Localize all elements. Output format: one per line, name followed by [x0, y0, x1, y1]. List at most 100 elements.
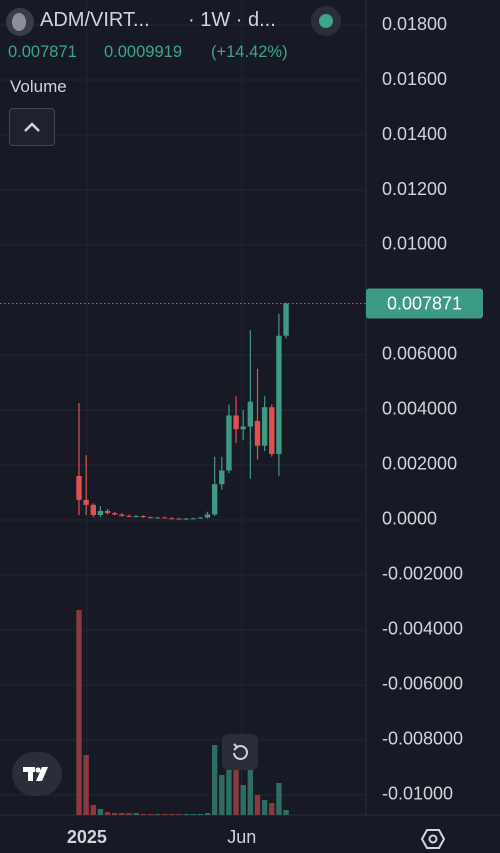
collapse-button[interactable] — [9, 108, 55, 146]
reset-button[interactable] — [222, 734, 258, 770]
volume-bar — [254, 795, 261, 815]
y-tick-label: 0.01000 — [382, 234, 447, 254]
candle-body — [83, 499, 89, 505]
y-tick-label: -0.006000 — [382, 674, 463, 694]
reset-icon — [233, 743, 248, 760]
y-tick-label: 0.006000 — [382, 344, 457, 364]
candle-body — [169, 518, 175, 520]
volume-legend: Volume — [10, 77, 67, 96]
volume-bar — [176, 814, 182, 815]
volume-bar — [261, 800, 268, 815]
candle-body — [140, 516, 146, 518]
volume-bar — [269, 803, 275, 815]
volume-series — [76, 610, 289, 815]
volume-bar — [154, 814, 161, 815]
y-tick-label: 0.01800 — [382, 14, 447, 34]
avatar-figure — [12, 13, 26, 31]
candle-body — [154, 517, 161, 519]
volume-bar — [211, 745, 218, 815]
volume-bar — [226, 755, 232, 815]
volume-bar — [76, 610, 82, 815]
candle-body — [76, 475, 82, 500]
y-tick-label: 0.0000 — [382, 509, 437, 529]
status-dot — [319, 14, 333, 28]
x-tick-label: 2025 — [67, 827, 107, 847]
market-status[interactable] — [311, 6, 341, 36]
legend-change: 0.0009919 — [104, 43, 182, 61]
volume-bar — [219, 775, 225, 815]
y-tick-label: -0.008000 — [382, 729, 463, 749]
candle-body — [133, 516, 139, 518]
candle-body — [247, 401, 254, 427]
volume-bar — [169, 814, 175, 815]
volume-bar — [276, 783, 282, 815]
volume-bar — [133, 813, 139, 815]
candle-series — [76, 302, 289, 520]
x-tick-label: Jun — [227, 827, 256, 847]
settings-icon — [420, 829, 446, 849]
candle-body — [240, 426, 246, 430]
candle-body — [269, 407, 275, 454]
candle-body — [97, 510, 104, 516]
volume-bar — [147, 814, 154, 815]
volume-bar — [190, 814, 196, 815]
y-tick-label: -0.002000 — [382, 564, 463, 584]
last-price-label: 0.007871 — [387, 293, 462, 313]
volume-bar — [119, 813, 125, 815]
y-tick-label: 0.01200 — [382, 179, 447, 199]
volume-bar — [197, 814, 204, 815]
candle-body — [276, 335, 282, 454]
volume-bar — [90, 805, 96, 815]
volume-bar — [83, 755, 89, 815]
candle-body — [90, 504, 96, 516]
candle-body — [254, 420, 261, 446]
volume-bar — [97, 809, 104, 815]
candle-body — [283, 303, 289, 336]
symbol-name[interactable]: ADM/VIRT... — [40, 9, 150, 31]
candle-body — [190, 518, 196, 520]
y-tick-label: 0.004000 — [382, 399, 457, 419]
volume-bar — [104, 812, 111, 815]
symbol-avatar[interactable] — [6, 8, 34, 36]
y-tick-label: -0.004000 — [382, 619, 463, 639]
candle-body — [176, 518, 182, 520]
volume-bar — [140, 814, 146, 815]
volume-bar — [204, 813, 211, 815]
logo-mark — [23, 767, 48, 781]
y-tick-label: 0.01400 — [382, 124, 447, 144]
candle-body — [261, 407, 268, 446]
volume-bar — [233, 765, 239, 815]
legend-last: 0.007871 — [8, 43, 77, 61]
candle-body — [204, 514, 211, 518]
volume-bar — [161, 814, 168, 815]
y-tick-label: 0.01600 — [382, 69, 447, 89]
candle-body — [183, 518, 189, 520]
volume-bar — [126, 813, 132, 815]
candle-body — [112, 513, 118, 515]
candle-body — [119, 514, 125, 516]
tradingview-logo[interactable] — [12, 752, 62, 796]
candle-body — [211, 484, 218, 515]
volume-bar — [247, 770, 254, 815]
volume-bar — [283, 810, 289, 815]
last-price-badge — [366, 288, 483, 319]
candle-body — [161, 517, 168, 519]
candle-body — [126, 515, 132, 517]
legend-change-pct: (+14.42%) — [211, 43, 288, 61]
candle-body — [147, 517, 154, 519]
settings-button[interactable] — [420, 826, 446, 852]
chevron-up — [24, 122, 40, 132]
y-tick-label: -0.01000 — [382, 784, 453, 804]
candle-body — [219, 470, 225, 485]
volume-bar — [240, 785, 246, 815]
candle-body — [226, 415, 232, 471]
interval[interactable]: · 1W · d... — [188, 9, 276, 31]
candle-body — [197, 517, 204, 519]
y-tick-label: 0.002000 — [382, 454, 457, 474]
volume-bar — [112, 813, 118, 815]
candle-body — [233, 415, 239, 430]
candle-body — [104, 510, 111, 514]
volume-bar — [183, 814, 189, 815]
